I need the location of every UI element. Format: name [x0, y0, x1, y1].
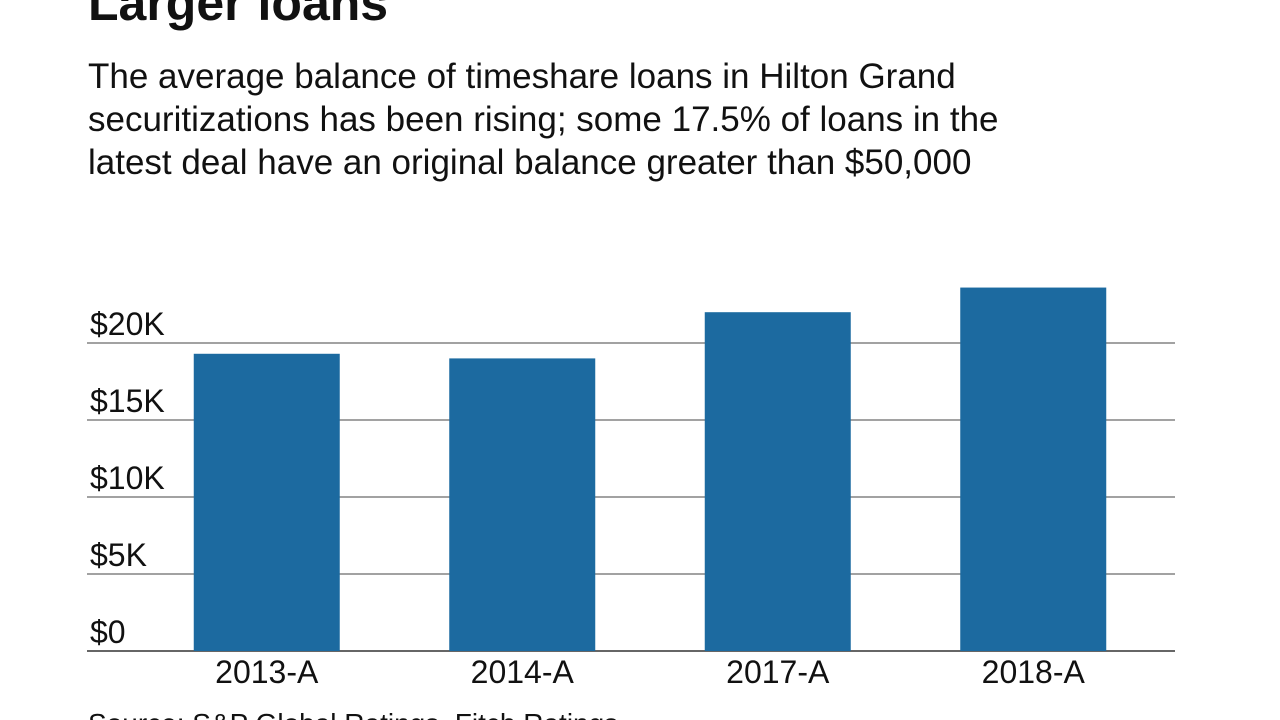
x-tick-label: 2013-A — [215, 654, 319, 690]
y-tick-label: $0 — [90, 614, 126, 650]
x-tick-label: 2018-A — [982, 654, 1086, 690]
bar — [449, 358, 596, 651]
subtitle-line: securitizations has been rising; some 17… — [88, 100, 999, 139]
bar — [960, 287, 1107, 651]
x-tick-label: 2017-A — [726, 654, 830, 690]
bar — [193, 353, 340, 651]
y-tick-label: $15K — [90, 383, 165, 419]
source-note: Source: S&P Global Ratings, Fitch Rating… — [88, 708, 618, 720]
bar — [704, 312, 851, 651]
x-tick-label: 2014-A — [471, 654, 575, 690]
chart-title: Larger loans — [88, 0, 388, 31]
subtitle-line: The average balance of timeshare loans i… — [88, 57, 956, 96]
y-tick-label: $10K — [90, 460, 165, 496]
y-tick-label: $20K — [90, 306, 165, 342]
subtitle-line: latest deal have an original balance gre… — [88, 143, 971, 182]
y-tick-label: $5K — [90, 537, 147, 573]
